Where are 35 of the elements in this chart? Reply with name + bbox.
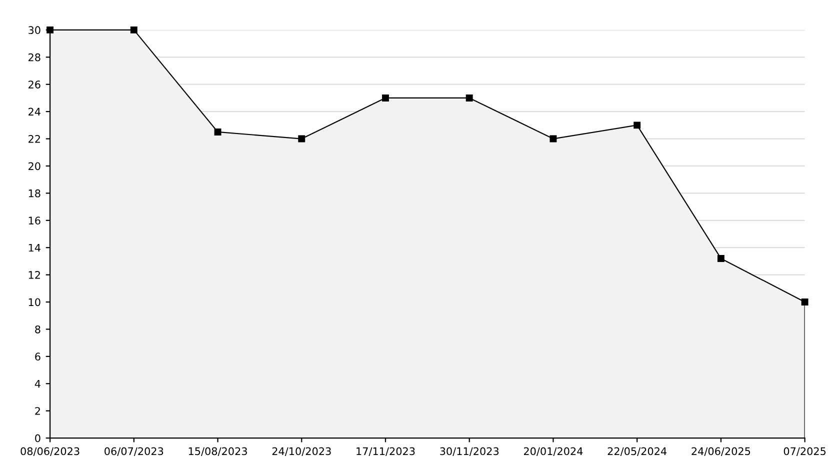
y-tick-label: 20 xyxy=(28,162,40,170)
x-tick-label: 22/05/2024 xyxy=(608,447,667,456)
y-tick-label: 30 xyxy=(28,26,40,34)
point xyxy=(298,135,306,142)
y-tick-label: 12 xyxy=(28,271,40,279)
x-tick-label: 06/07/2023 xyxy=(104,447,164,456)
y-tick-label: 14 xyxy=(28,244,40,252)
y-tick-label: 4 xyxy=(34,380,40,388)
y-tick-label: 0 xyxy=(35,434,40,442)
y-tick-label: 6 xyxy=(35,352,40,361)
point xyxy=(214,128,222,136)
y-tick-label: 2 xyxy=(35,407,40,415)
point xyxy=(130,26,138,34)
point xyxy=(382,94,389,102)
y-tick-label: 18 xyxy=(28,189,40,198)
x-tick-label: 17/11/2023 xyxy=(356,447,415,456)
x-tick-label: 08/06/2023 xyxy=(20,447,80,456)
y-tick-label: 8 xyxy=(35,325,40,334)
y-tick-label: 26 xyxy=(28,80,40,88)
y-tick-label: 24 xyxy=(28,108,40,116)
y-tick-label: 22 xyxy=(28,135,40,143)
x-tick-label: 24/10/2023 xyxy=(272,447,331,456)
y-tick-label: 10 xyxy=(28,298,40,306)
y-tick-label: 16 xyxy=(28,216,40,224)
x-tick-label: 20/01/2024 xyxy=(524,447,583,456)
x-tick-label: 30/11/2023 xyxy=(440,447,499,456)
point xyxy=(801,298,808,306)
x-tick-label: 07/2025 xyxy=(784,447,826,456)
point xyxy=(634,122,641,129)
y-tick-label: 28 xyxy=(28,53,40,62)
x-tick-label: 24/06/2025 xyxy=(692,447,750,456)
point xyxy=(466,94,473,102)
point xyxy=(717,255,724,262)
x-tick-label: 15/08/2023 xyxy=(188,447,247,456)
point xyxy=(550,135,557,142)
